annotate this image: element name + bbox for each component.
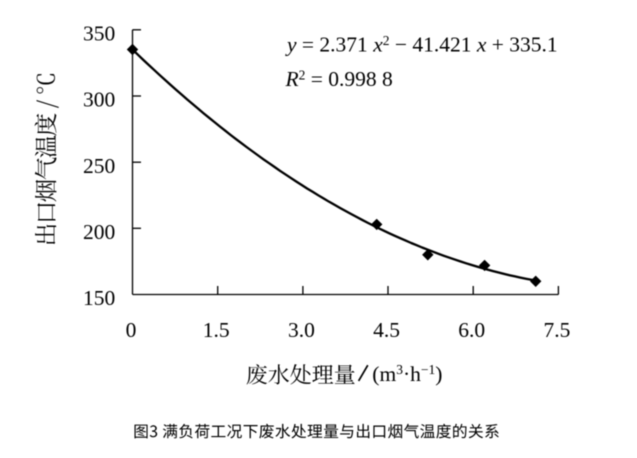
svg-text:200: 200 bbox=[83, 220, 115, 244]
svg-text:1.5: 1.5 bbox=[203, 318, 230, 342]
svg-text:R2 = 0.998 8: R2 = 0.998 8 bbox=[285, 67, 393, 91]
svg-text:4.5: 4.5 bbox=[373, 318, 400, 342]
svg-text:350: 350 bbox=[83, 22, 115, 46]
svg-text:300: 300 bbox=[83, 88, 115, 112]
svg-text:y = 2.371 x2 − 41.421 x + 335.: y = 2.371 x2 − 41.421 x + 335.1 bbox=[285, 33, 558, 57]
svg-text:6.0: 6.0 bbox=[458, 318, 485, 342]
svg-text:7.5: 7.5 bbox=[543, 318, 570, 342]
svg-text:250: 250 bbox=[83, 154, 115, 178]
svg-text:150: 150 bbox=[83, 286, 115, 310]
svg-text:3.0: 3.0 bbox=[288, 318, 315, 342]
svg-text:0: 0 bbox=[126, 318, 137, 342]
